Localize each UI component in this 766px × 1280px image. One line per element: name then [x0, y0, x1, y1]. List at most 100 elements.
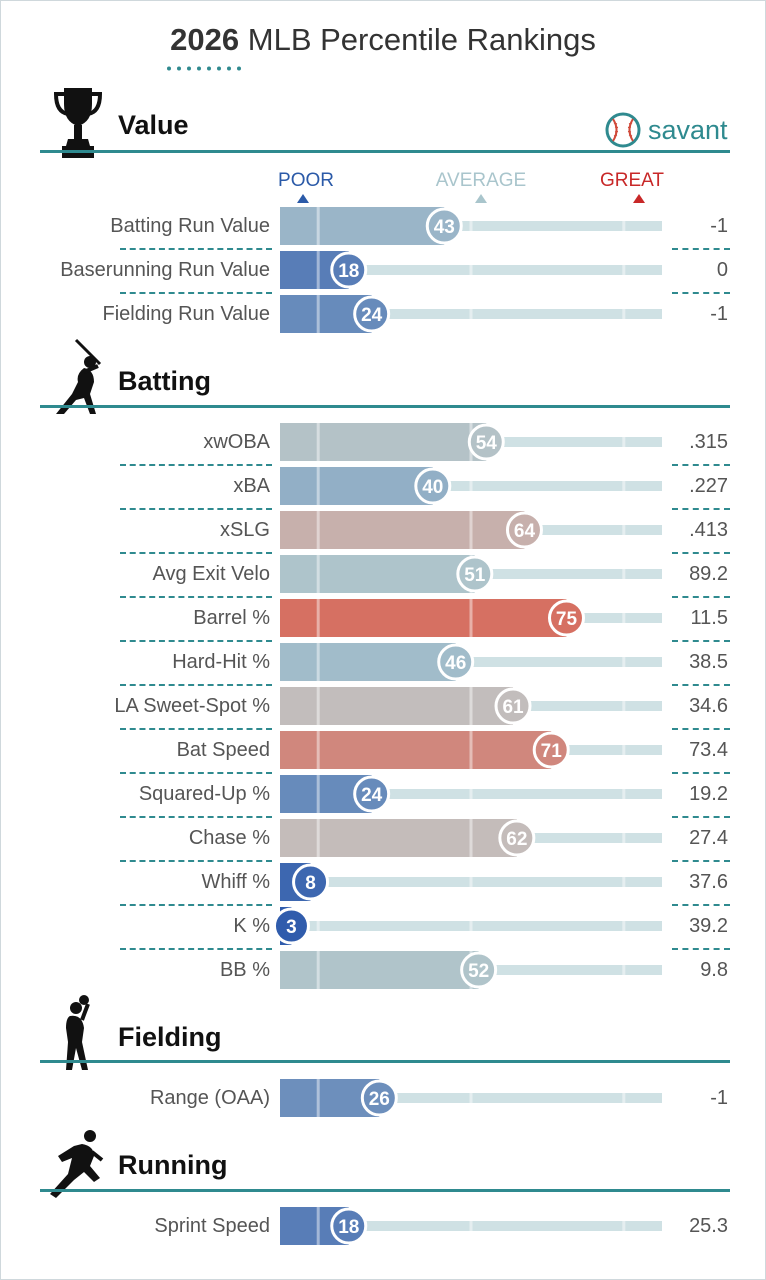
metric-label: xBA: [233, 475, 270, 497]
percentile-label: 71: [541, 741, 563, 762]
percentile-marker: [353, 295, 391, 333]
metric-label: Whiff %: [201, 871, 270, 893]
bar-gridline: [622, 251, 626, 289]
title-dots-decoration: [167, 66, 241, 71]
percentile-marker: [467, 423, 505, 461]
bar-gridline: [316, 207, 320, 245]
bar-gridline: [469, 1079, 473, 1117]
percentile-bar: [280, 951, 479, 989]
metric-label: Bat Speed: [176, 739, 270, 761]
row-divider: [120, 728, 272, 730]
bar-gridline: [622, 423, 626, 461]
percentile-bar: [280, 643, 456, 681]
row-divider: [672, 904, 730, 906]
bar-gridline: [622, 907, 626, 945]
row-divider: [672, 508, 730, 510]
row-divider: [672, 948, 730, 950]
percentile-bar: [280, 599, 567, 637]
percentile-label: 62: [506, 829, 527, 850]
percentile-bar-row: 75: [280, 599, 662, 637]
percentile-bar-row: 71: [280, 731, 662, 769]
metric-value: 25.3: [689, 1215, 728, 1237]
percentile-marker: [360, 1079, 398, 1117]
percentile-marker: [437, 643, 475, 681]
metric-value: 73.4: [689, 739, 728, 761]
percentile-bar: [280, 423, 487, 461]
row-divider: [120, 772, 272, 774]
savant-logo[interactable]: savant: [604, 110, 728, 150]
percentile-label: 46: [445, 653, 466, 674]
percentile-label: 40: [422, 477, 443, 498]
bar-gridline: [316, 731, 320, 769]
fielder-icon: [66, 995, 90, 1070]
bar-gridline: [622, 599, 626, 637]
percentile-bar-row: 40: [280, 467, 662, 505]
row-divider: [120, 860, 272, 862]
percentile-marker: [292, 863, 330, 901]
percentile-bar: [280, 467, 433, 505]
bar-gridline: [316, 643, 320, 681]
bar-gridline: [469, 599, 473, 637]
row-divider: [120, 948, 272, 950]
percentile-bar-row: 26: [280, 1079, 662, 1117]
bar-gridline: [622, 555, 626, 593]
section-title-running: Running: [118, 1150, 228, 1180]
bar-gridline: [622, 775, 626, 813]
bar-gridline: [622, 511, 626, 549]
bar-gridline: [622, 1207, 626, 1245]
row-divider: [672, 728, 730, 730]
metric-label: Avg Exit Velo: [152, 563, 270, 585]
bar-gridline: [316, 423, 320, 461]
row-divider: [120, 904, 272, 906]
percentile-marker: [353, 775, 391, 813]
percentile-marker: [425, 207, 463, 245]
percentile-label: 8: [305, 873, 316, 894]
bar-gridline: [469, 295, 473, 333]
bar-track: [280, 877, 662, 887]
bar-gridline: [316, 295, 320, 333]
bar-gridline: [316, 251, 320, 289]
percentile-bar-row: 51: [280, 555, 662, 593]
bar-gridline: [622, 207, 626, 245]
metric-label: K %: [233, 915, 270, 937]
metric-value: 27.4: [689, 827, 728, 849]
bar-track: [280, 309, 662, 319]
percentile-bar-row: 24: [280, 295, 662, 333]
metric-value: 34.6: [689, 695, 728, 717]
row-divider: [120, 464, 272, 466]
section-title-fielding: Fielding: [118, 1022, 222, 1052]
baseball-icon: [605, 112, 641, 148]
bar-gridline: [316, 775, 320, 813]
bar-gridline: [622, 863, 626, 901]
metric-label: BB %: [219, 959, 270, 981]
percentile-label: 54: [476, 433, 498, 454]
trophy-icon: [53, 88, 103, 158]
scale-label-poor: POOR: [278, 170, 334, 191]
percentile-label: 18: [338, 1217, 359, 1238]
row-divider: [672, 772, 730, 774]
metric-label: Barrel %: [193, 607, 270, 629]
percentile-marker: [456, 555, 494, 593]
bar-gridline: [316, 599, 320, 637]
title-year: 2026: [170, 22, 240, 57]
row-divider: [120, 552, 272, 554]
bar-gridline: [469, 819, 473, 857]
metric-value: 89.2: [689, 563, 728, 585]
bar-gridline: [316, 555, 320, 593]
percentile-bar-row: 52: [280, 951, 662, 989]
percentile-bar-row: 24: [280, 775, 662, 813]
percentile-bar-row: 62: [280, 819, 662, 857]
percentile-bar-row: 61: [280, 687, 662, 725]
percentile-label: 24: [361, 785, 383, 806]
percentile-bar: [280, 731, 552, 769]
row-divider: [672, 464, 730, 466]
metric-label: LA Sweet-Spot %: [114, 695, 270, 717]
percentile-label: 24: [361, 305, 383, 326]
bar-gridline: [622, 295, 626, 333]
row-divider: [672, 248, 730, 250]
bar-track: [280, 1221, 662, 1231]
percentile-label: 61: [502, 697, 524, 718]
percentile-bar: [280, 555, 475, 593]
bar-gridline: [469, 251, 473, 289]
metric-value: -1: [710, 1087, 728, 1109]
